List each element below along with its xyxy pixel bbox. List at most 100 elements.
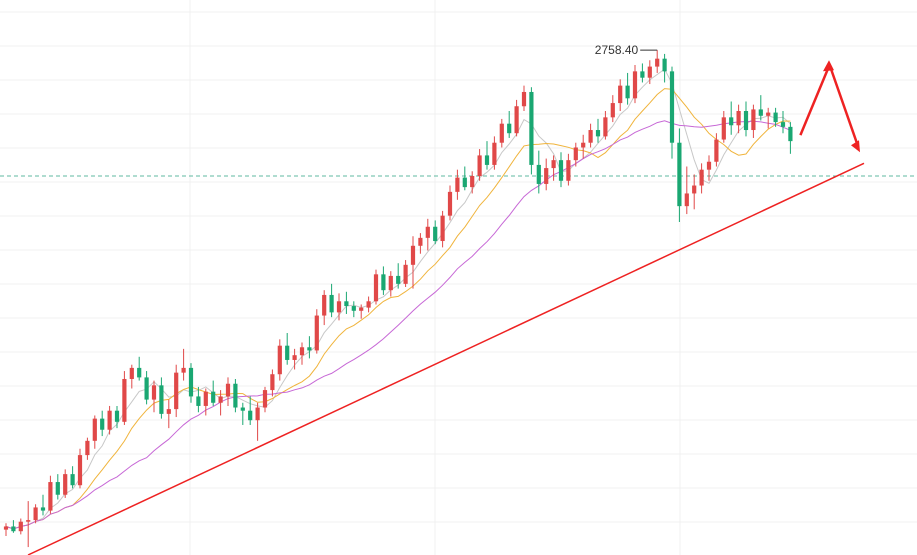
- candle-body: [262, 390, 268, 408]
- candle: [351, 301, 356, 318]
- candle: [225, 377, 231, 406]
- candle-body: [299, 347, 305, 356]
- candle-body: [492, 142, 497, 165]
- candle: [440, 210, 445, 248]
- candle: [625, 72, 630, 105]
- candle-body: [581, 142, 586, 148]
- candle-body: [174, 372, 179, 410]
- candle: [677, 128, 682, 222]
- peak-annotation: 2758.40: [595, 43, 658, 57]
- candle: [618, 79, 623, 111]
- candle-body: [595, 130, 601, 137]
- candle-body: [470, 176, 475, 188]
- candle-body: [684, 193, 689, 207]
- candle: [588, 123, 593, 148]
- candle: [418, 233, 423, 254]
- candle: [403, 260, 408, 288]
- candle: [144, 371, 149, 405]
- candle: [114, 405, 120, 429]
- candle: [240, 402, 245, 425]
- candle-body: [477, 155, 482, 177]
- arrow-down-line: [827, 62, 860, 147]
- candle: [647, 60, 652, 85]
- candle: [92, 415, 97, 449]
- candle: [692, 174, 697, 210]
- candle-body: [388, 275, 393, 291]
- candle-body: [329, 294, 334, 313]
- candle-body: [514, 106, 519, 134]
- candle-body: [536, 164, 541, 184]
- candle-body: [181, 367, 186, 373]
- candle: [137, 356, 142, 381]
- candle: [447, 185, 453, 221]
- candle: [211, 380, 216, 406]
- candle-body: [396, 275, 401, 284]
- candle-body: [573, 147, 578, 161]
- candle-body: [33, 507, 38, 521]
- candle: [595, 118, 601, 143]
- candle: [640, 63, 645, 83]
- candle-body: [233, 383, 238, 408]
- candle-body: [655, 58, 660, 67]
- candle: [788, 122, 793, 154]
- candle-body: [433, 226, 438, 242]
- candle-body: [758, 109, 763, 116]
- candle: [766, 107, 771, 129]
- candle-body: [11, 526, 16, 532]
- candle-body: [77, 455, 83, 486]
- candle-body: [107, 410, 112, 430]
- candle-body: [714, 139, 719, 162]
- candle-body: [751, 109, 756, 131]
- candle-body: [70, 474, 75, 486]
- candle: [477, 149, 482, 181]
- candle: [388, 271, 393, 297]
- candle-body: [211, 391, 216, 403]
- ma-slow-line: [5, 120, 791, 530]
- candle: [48, 475, 53, 514]
- candle-body: [729, 117, 734, 126]
- trendline: [27, 162, 865, 555]
- candle: [492, 136, 497, 170]
- candle: [262, 386, 268, 413]
- candle: [307, 336, 312, 359]
- candle: [285, 333, 290, 365]
- candle-body: [455, 177, 460, 192]
- candle-body: [662, 58, 667, 72]
- candle: [196, 386, 201, 413]
- candle-body: [122, 378, 127, 422]
- candle: [603, 111, 608, 140]
- candle: [536, 150, 541, 194]
- candle: [181, 348, 186, 381]
- forecast-arrows: [799, 60, 860, 153]
- candle: [706, 155, 712, 181]
- candle-body: [40, 507, 46, 511]
- candle-body: [588, 130, 593, 143]
- candle-body: [544, 168, 549, 184]
- candle-body: [551, 160, 556, 169]
- candle-body: [736, 111, 741, 126]
- candle: [329, 283, 334, 318]
- arrow-up-line: [799, 65, 831, 136]
- candle-body: [292, 355, 297, 360]
- candle-body: [566, 160, 571, 181]
- candle-body: [692, 185, 697, 194]
- candle: [396, 263, 401, 289]
- candle: [70, 466, 75, 489]
- candle-body: [159, 385, 164, 414]
- candle: [233, 378, 238, 413]
- candle: [11, 520, 16, 533]
- candle-body: [507, 123, 512, 134]
- candle: [566, 153, 571, 186]
- candle: [558, 152, 564, 188]
- candle-body: [640, 71, 645, 78]
- candle-body: [359, 307, 364, 311]
- arrow-down-head: [851, 140, 860, 153]
- candle-body: [188, 367, 194, 397]
- candle-body: [100, 418, 105, 430]
- candle: [684, 166, 689, 215]
- candle: [425, 218, 430, 251]
- candle-body: [85, 440, 90, 456]
- candle: [344, 291, 349, 314]
- candle: [107, 405, 112, 435]
